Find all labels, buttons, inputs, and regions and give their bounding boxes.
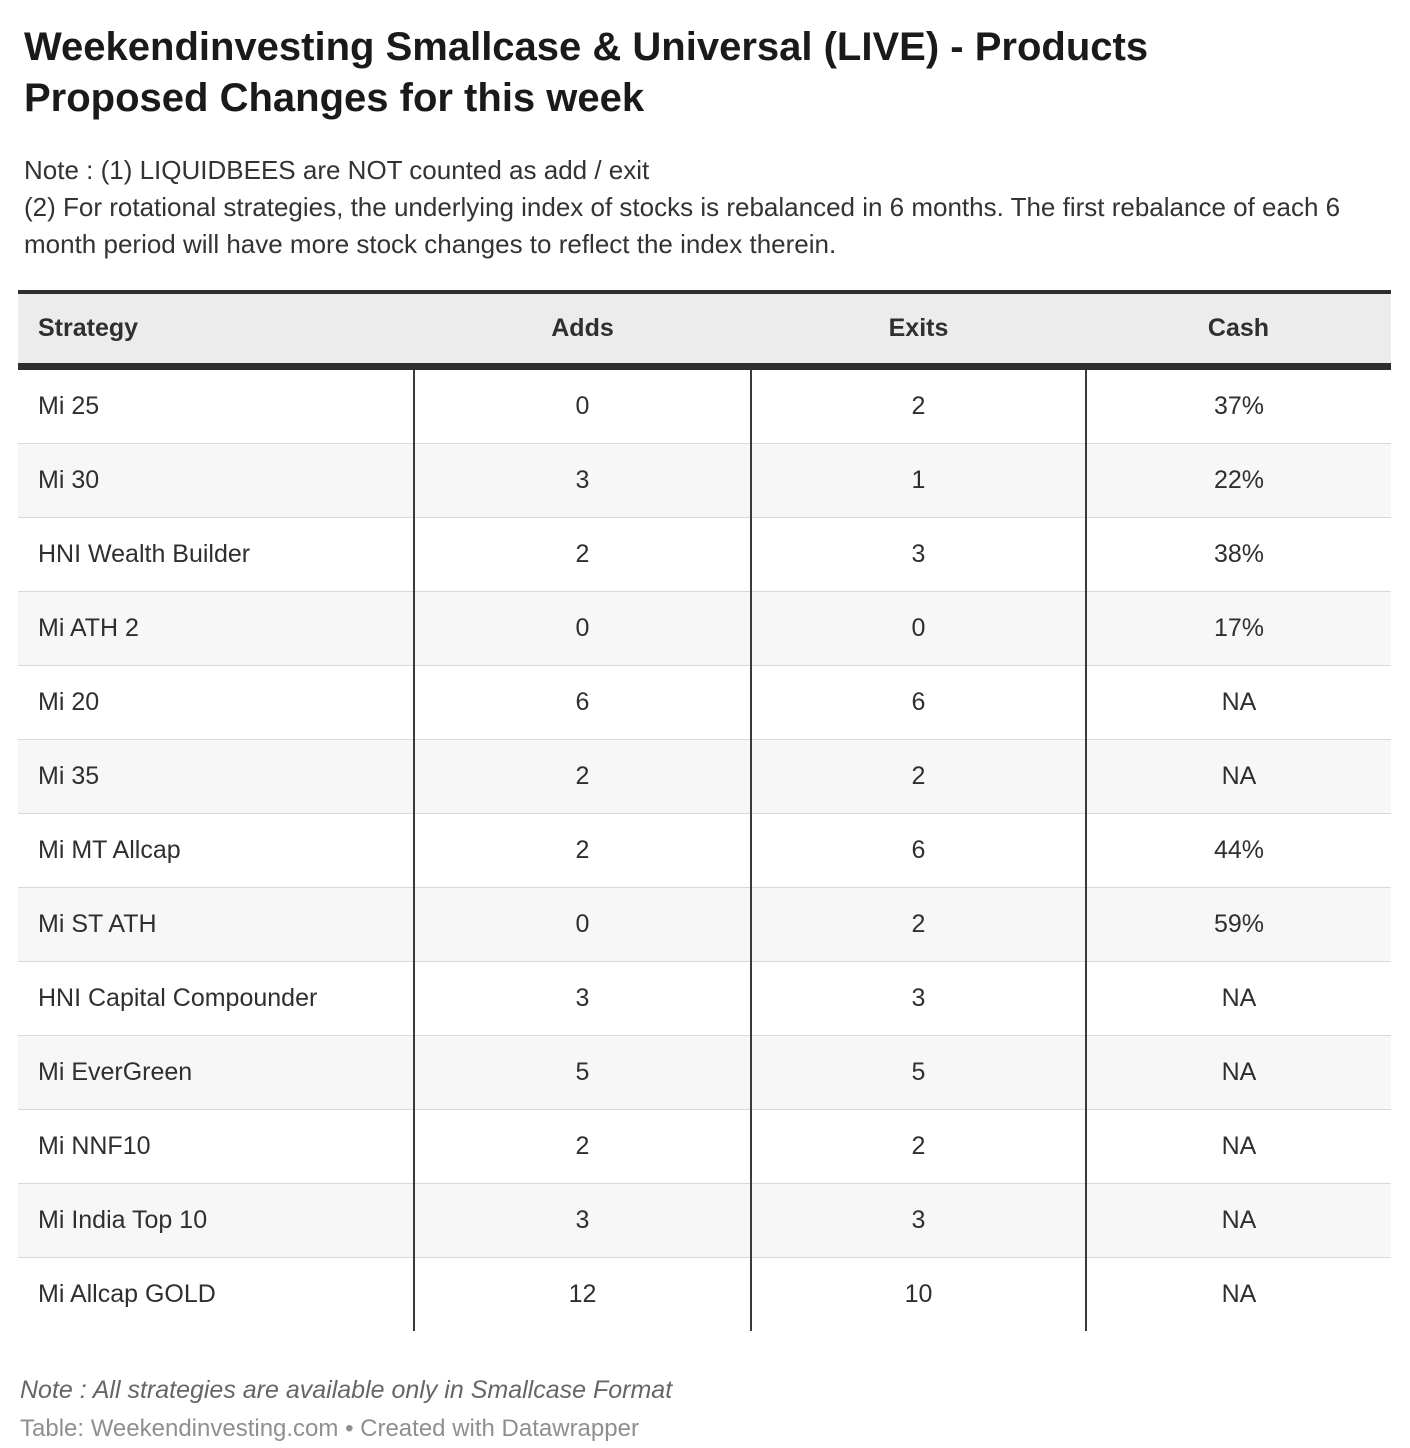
cell-strategy: Mi ATH 2 <box>18 591 414 666</box>
table-row: Mi EverGreen 5 5 NA <box>18 1035 1391 1110</box>
footer-note: Note : All strategies are available only… <box>20 1376 673 1404</box>
cell-exits: 3 <box>750 961 1086 1036</box>
cell-exits: 3 <box>750 1183 1086 1258</box>
cell-adds: 2 <box>413 1109 751 1184</box>
cell-cash: NA <box>1085 739 1391 814</box>
cell-strategy: HNI Capital Compounder <box>18 961 414 1036</box>
cell-strategy: Mi India Top 10 <box>18 1183 414 1258</box>
table-row: Mi 25 0 2 37% <box>18 366 1391 444</box>
cell-exits: 3 <box>750 517 1086 592</box>
note-rotational: (2) For rotational strategies, the under… <box>24 192 1341 259</box>
cell-cash: NA <box>1085 665 1391 740</box>
cell-strategy: Mi 25 <box>18 366 414 444</box>
cell-adds: 0 <box>413 366 751 444</box>
cell-exits: 2 <box>750 366 1086 444</box>
cell-exits: 6 <box>750 813 1086 888</box>
cell-adds: 2 <box>413 739 751 814</box>
table-row: Mi India Top 10 3 3 NA <box>18 1183 1391 1258</box>
cell-exits: 2 <box>750 1109 1086 1184</box>
page-title: Weekendinvesting Smallcase & Universal (… <box>24 22 1392 124</box>
cell-exits: 6 <box>750 665 1086 740</box>
cell-adds: 2 <box>413 813 751 888</box>
cell-cash: NA <box>1085 1035 1391 1110</box>
col-header-cash: Cash <box>1086 292 1391 370</box>
cell-adds: 0 <box>413 591 751 666</box>
cell-exits: 5 <box>750 1035 1086 1110</box>
table-header: Strategy Adds Exits Cash <box>18 292 1391 370</box>
cell-cash: 17% <box>1085 591 1391 666</box>
cell-strategy: HNI Wealth Builder <box>18 517 414 592</box>
table-row: Mi NNF10 2 2 NA <box>18 1109 1391 1184</box>
cell-adds: 12 <box>413 1257 751 1331</box>
col-header-exits: Exits <box>751 292 1086 370</box>
table-row: Mi MT Allcap 2 6 44% <box>18 813 1391 888</box>
cell-strategy: Mi NNF10 <box>18 1109 414 1184</box>
table-row: Mi 35 2 2 NA <box>18 739 1391 814</box>
cell-cash: 44% <box>1085 813 1391 888</box>
cell-cash: 59% <box>1085 887 1391 962</box>
cell-cash: NA <box>1085 1257 1391 1331</box>
table-body: Mi 25 0 2 37% Mi 30 3 1 22% HNI Wealth B… <box>18 366 1391 1331</box>
cell-adds: 3 <box>413 443 751 518</box>
table-row: HNI Capital Compounder 3 3 NA <box>18 961 1391 1036</box>
page-title-line-1: Weekendinvesting Smallcase & Universal (… <box>24 25 1149 69</box>
cell-cash: 37% <box>1085 366 1391 444</box>
cell-exits: 2 <box>750 739 1086 814</box>
table-row: Mi ST ATH 0 2 59% <box>18 887 1391 962</box>
cell-adds: 6 <box>413 665 751 740</box>
table-row: Mi Allcap GOLD 12 10 NA <box>18 1257 1391 1331</box>
cell-cash: NA <box>1085 1183 1391 1258</box>
cell-strategy: Mi 20 <box>18 665 414 740</box>
table-row: HNI Wealth Builder 2 3 38% <box>18 517 1391 592</box>
cell-exits: 1 <box>750 443 1086 518</box>
cell-cash: NA <box>1085 961 1391 1036</box>
page-title-line-2: Proposed Changes for this week <box>24 76 645 120</box>
table-row: Mi 20 6 6 NA <box>18 665 1391 740</box>
cell-strategy: Mi MT Allcap <box>18 813 414 888</box>
cell-adds: 5 <box>413 1035 751 1110</box>
cell-cash: 22% <box>1085 443 1391 518</box>
attribution: Table: Weekendinvesting.com • Created wi… <box>20 1415 639 1442</box>
table-row: Mi ATH 2 0 0 17% <box>18 591 1391 666</box>
cell-exits: 2 <box>750 887 1086 962</box>
table-header-row: Strategy Adds Exits Cash <box>18 292 1391 370</box>
cell-strategy: Mi Allcap GOLD <box>18 1257 414 1331</box>
cell-cash: NA <box>1085 1109 1391 1184</box>
note-liquidbees: Note : (1) LIQUIDBEES are NOT counted as… <box>24 155 650 185</box>
cell-strategy: Mi EverGreen <box>18 1035 414 1110</box>
header-notes: Note : (1) LIQUIDBEES are NOT counted as… <box>24 152 1376 263</box>
cell-cash: 38% <box>1085 517 1391 592</box>
cell-adds: 2 <box>413 517 751 592</box>
cell-adds: 0 <box>413 887 751 962</box>
cell-strategy: Mi 30 <box>18 443 414 518</box>
col-header-strategy: Strategy <box>18 292 414 370</box>
products-table: Strategy Adds Exits Cash Mi 25 0 2 37% M… <box>18 290 1391 1331</box>
table-row: Mi 30 3 1 22% <box>18 443 1391 518</box>
cell-adds: 3 <box>413 1183 751 1258</box>
cell-strategy: Mi ST ATH <box>18 887 414 962</box>
table-footer: Note : All strategies are available only… <box>20 1375 1392 1443</box>
cell-exits: 0 <box>750 591 1086 666</box>
cell-adds: 3 <box>413 961 751 1036</box>
col-header-adds: Adds <box>414 292 751 370</box>
cell-strategy: Mi 35 <box>18 739 414 814</box>
cell-exits: 10 <box>750 1257 1086 1331</box>
